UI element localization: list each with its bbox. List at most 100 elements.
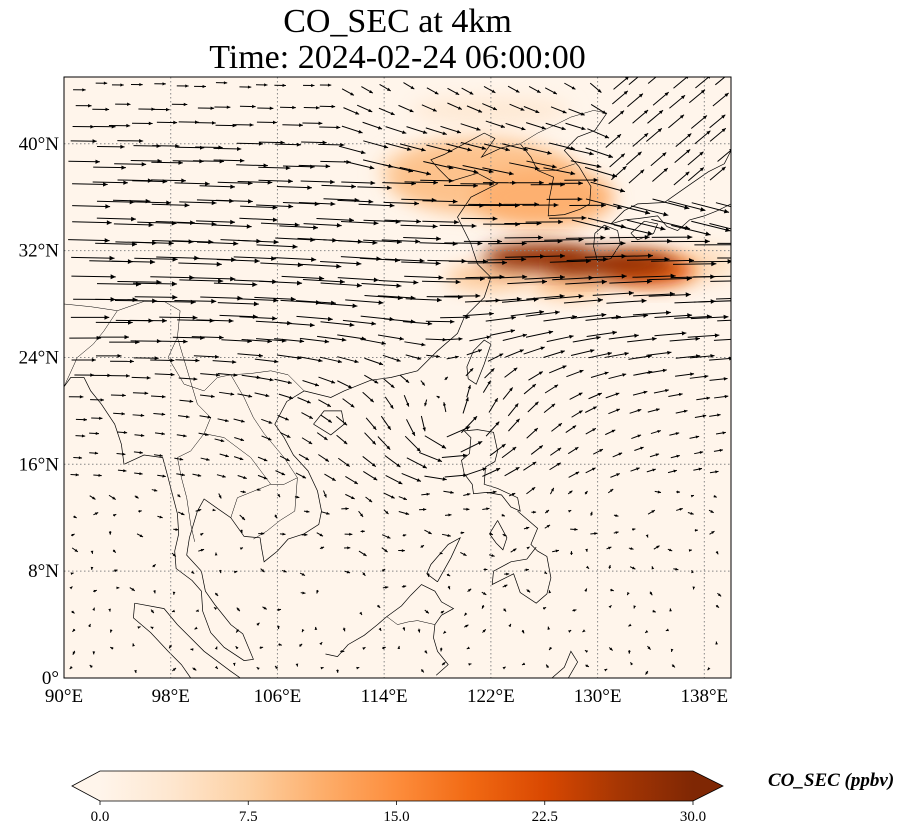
wind-vector (213, 282, 258, 287)
wind-vector (302, 380, 320, 387)
wind-vector (237, 180, 273, 185)
wind-vector (696, 396, 711, 401)
wind-vector (694, 450, 704, 455)
wind-vector (508, 418, 520, 432)
wind-vector (671, 664, 676, 668)
wind-vector (301, 412, 314, 420)
wind-vector (605, 392, 620, 399)
wind-vector (341, 125, 363, 134)
wind-vector (200, 532, 204, 536)
wind-vector (276, 185, 312, 190)
wind-vector (543, 571, 548, 575)
wind-vector (691, 202, 730, 214)
wind-vector (116, 586, 120, 590)
wind-vector (406, 457, 428, 469)
wind-vector (233, 570, 238, 574)
wind-vector (508, 492, 516, 497)
wind-vector (669, 94, 686, 109)
wind-vector (647, 368, 667, 374)
wind-vector (274, 378, 292, 385)
wind-vector (92, 180, 128, 185)
wind-vector (608, 604, 612, 609)
wind-vector (237, 239, 279, 245)
wind-vector (132, 391, 149, 395)
wind-vector (508, 623, 512, 628)
wind-vector (402, 627, 406, 631)
wind-vector (173, 528, 179, 531)
wind-vector (571, 219, 610, 231)
wind-vector (195, 509, 202, 512)
country-border (177, 433, 205, 542)
wind-vector (689, 258, 731, 264)
wind-vector (694, 244, 731, 246)
wind-vector (552, 549, 560, 553)
wind-vector (631, 434, 642, 440)
wind-vector (232, 123, 254, 127)
wind-vector (236, 297, 279, 303)
wind-vector (525, 310, 560, 317)
wind-vector (275, 470, 286, 476)
lon-tick-label: 122°E (467, 686, 515, 707)
wind-vector (585, 565, 590, 570)
wind-vector (178, 377, 198, 381)
wind-vector (259, 280, 303, 286)
wind-vector (466, 349, 483, 356)
wind-vector (399, 166, 432, 176)
wind-vector (320, 321, 355, 327)
coastline (491, 510, 552, 604)
wind-vector (255, 83, 268, 87)
wind-vector (219, 453, 229, 458)
wind-vector (667, 469, 677, 474)
wind-vector (319, 546, 325, 550)
wind-vector (195, 609, 199, 612)
wind-vector (420, 178, 454, 183)
wind-vector (710, 280, 731, 282)
wind-vector (171, 552, 177, 557)
wind-vector (93, 165, 126, 170)
wind-vector (485, 296, 522, 302)
wind-vector (668, 200, 706, 212)
wind-vector (566, 256, 609, 262)
wind-vector (505, 122, 526, 131)
wind-vector (384, 258, 425, 264)
wind-vector (199, 184, 236, 189)
wind-vector (588, 351, 612, 359)
wind-vector (362, 121, 383, 130)
wind-vector (318, 142, 345, 147)
wind-vector (218, 493, 222, 499)
wind-vector (385, 475, 403, 485)
wind-vector (461, 216, 498, 221)
wind-vector (341, 180, 376, 186)
wind-vector (504, 367, 518, 378)
wind-vector (582, 629, 586, 633)
wind-vector (687, 167, 705, 182)
wind-vector (525, 219, 563, 225)
wind-vector (358, 550, 367, 557)
wind-vector (460, 415, 478, 434)
colorbar-label: CO_SEC (ppbv) (768, 770, 895, 791)
wind-vector (111, 83, 124, 87)
wind-vector (89, 495, 96, 500)
wind-vector (441, 337, 463, 341)
wind-vector (134, 294, 178, 300)
wind-vector (260, 568, 265, 573)
colorbar: 0.0 7.5 15.0 22.5 30.0 (71, 770, 724, 825)
wind-vector (584, 588, 588, 592)
wind-vector (584, 273, 627, 279)
wind-vector (403, 236, 442, 241)
wind-vector (113, 222, 154, 228)
wind-vector (447, 87, 460, 96)
wind-vector (256, 488, 261, 491)
wind-vector (440, 610, 445, 614)
wind-vector (544, 87, 558, 95)
wind-vector (404, 435, 421, 453)
wind-vector (96, 216, 136, 222)
wind-vector (117, 430, 128, 435)
wind-vector (688, 549, 692, 552)
wind-vector (713, 494, 717, 498)
wind-vector (108, 530, 112, 535)
wind-vector (542, 606, 547, 610)
wind-vector (69, 666, 73, 670)
wind-vector (97, 144, 125, 149)
wind-vector (510, 548, 517, 553)
